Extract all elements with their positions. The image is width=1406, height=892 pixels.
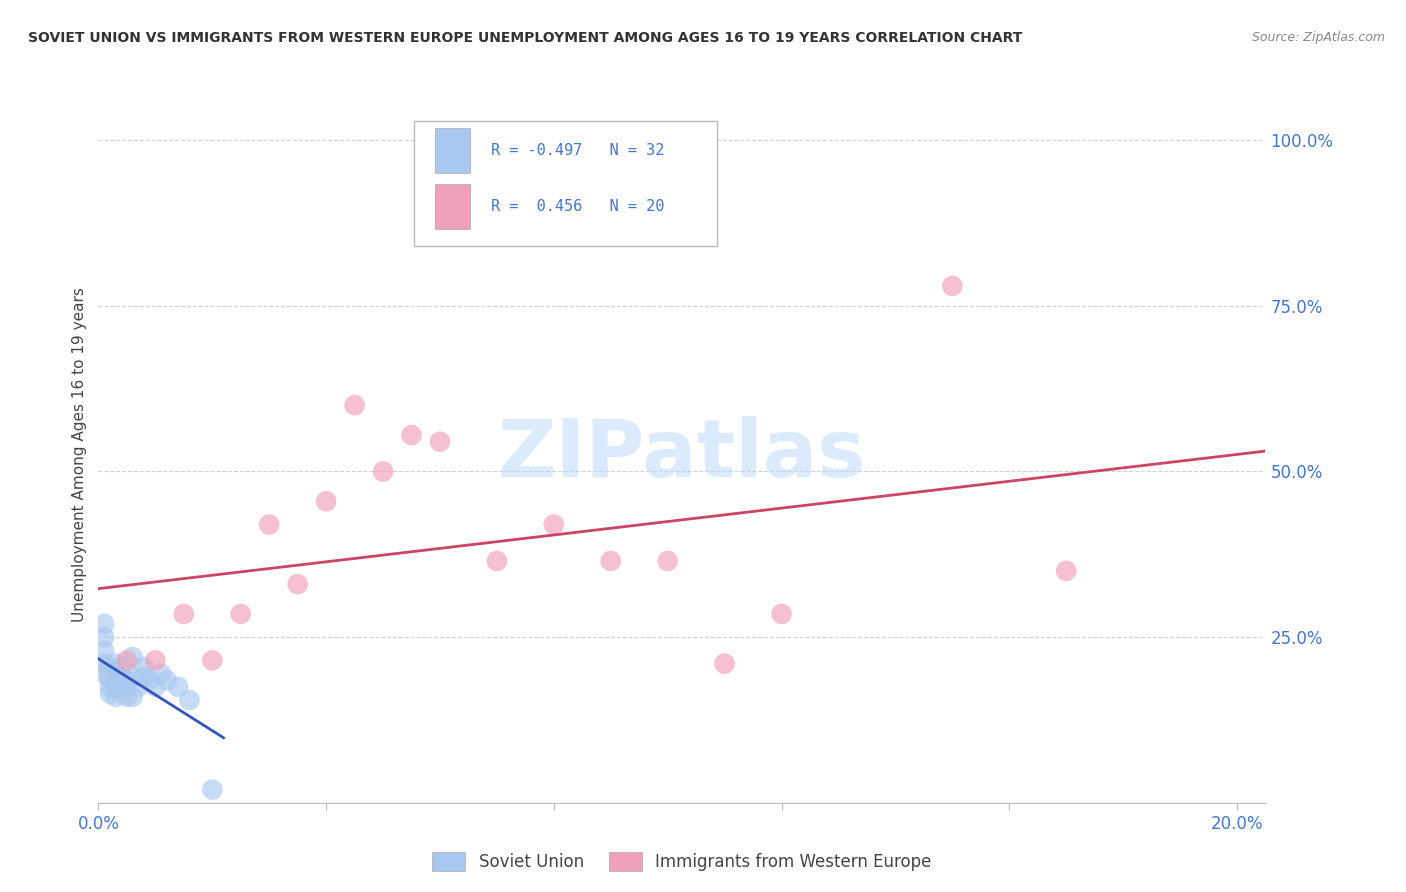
Point xyxy=(315,494,337,508)
Point xyxy=(657,554,679,568)
Point xyxy=(93,666,115,681)
Bar xyxy=(413,121,717,246)
Point xyxy=(110,680,132,694)
Point xyxy=(132,670,155,684)
Y-axis label: Unemployment Among Ages 16 to 19 years: Unemployment Among Ages 16 to 19 years xyxy=(72,287,87,623)
Point xyxy=(98,670,121,684)
Point xyxy=(143,653,166,667)
Point xyxy=(173,607,195,621)
Point xyxy=(115,690,138,704)
Point xyxy=(543,517,565,532)
Point xyxy=(93,657,115,671)
Text: Source: ZipAtlas.com: Source: ZipAtlas.com xyxy=(1251,31,1385,45)
Point xyxy=(941,279,963,293)
Point xyxy=(429,434,451,449)
Point xyxy=(93,616,115,631)
Text: R = -0.497   N = 32: R = -0.497 N = 32 xyxy=(491,143,664,158)
Point xyxy=(110,660,132,674)
Bar xyxy=(434,184,470,228)
Point xyxy=(229,607,252,621)
Point xyxy=(104,657,127,671)
Point xyxy=(115,653,138,667)
Text: R =  0.456   N = 20: R = 0.456 N = 20 xyxy=(491,199,664,214)
Point xyxy=(98,680,121,694)
Point xyxy=(201,653,224,667)
Point xyxy=(104,690,127,704)
Point xyxy=(115,680,138,694)
Point xyxy=(371,465,394,479)
Point xyxy=(485,554,508,568)
Point xyxy=(401,428,423,442)
Legend: Soviet Union, Immigrants from Western Europe: Soviet Union, Immigrants from Western Eu… xyxy=(426,846,938,878)
Point xyxy=(1054,564,1077,578)
Point xyxy=(156,673,179,688)
Point xyxy=(143,680,166,694)
Point xyxy=(98,686,121,700)
Point xyxy=(104,666,127,681)
Text: ZIPatlas: ZIPatlas xyxy=(498,416,866,494)
Point xyxy=(599,554,621,568)
Point xyxy=(127,680,149,694)
Point xyxy=(121,690,143,704)
Point xyxy=(121,670,143,684)
Point xyxy=(115,673,138,688)
Point xyxy=(110,670,132,684)
Point xyxy=(287,577,309,591)
Point xyxy=(179,693,201,707)
Point xyxy=(343,398,366,412)
Point xyxy=(121,650,143,665)
Point xyxy=(257,517,280,532)
Point xyxy=(104,680,127,694)
Point xyxy=(132,660,155,674)
Point xyxy=(93,643,115,657)
Text: SOVIET UNION VS IMMIGRANTS FROM WESTERN EUROPE UNEMPLOYMENT AMONG AGES 16 TO 19 : SOVIET UNION VS IMMIGRANTS FROM WESTERN … xyxy=(28,31,1022,45)
Point xyxy=(201,782,224,797)
Point xyxy=(770,607,793,621)
Point xyxy=(150,666,173,681)
Bar xyxy=(434,128,470,173)
Point xyxy=(98,660,121,674)
Point xyxy=(138,673,160,688)
Point xyxy=(93,630,115,644)
Point xyxy=(713,657,735,671)
Point xyxy=(167,680,190,694)
